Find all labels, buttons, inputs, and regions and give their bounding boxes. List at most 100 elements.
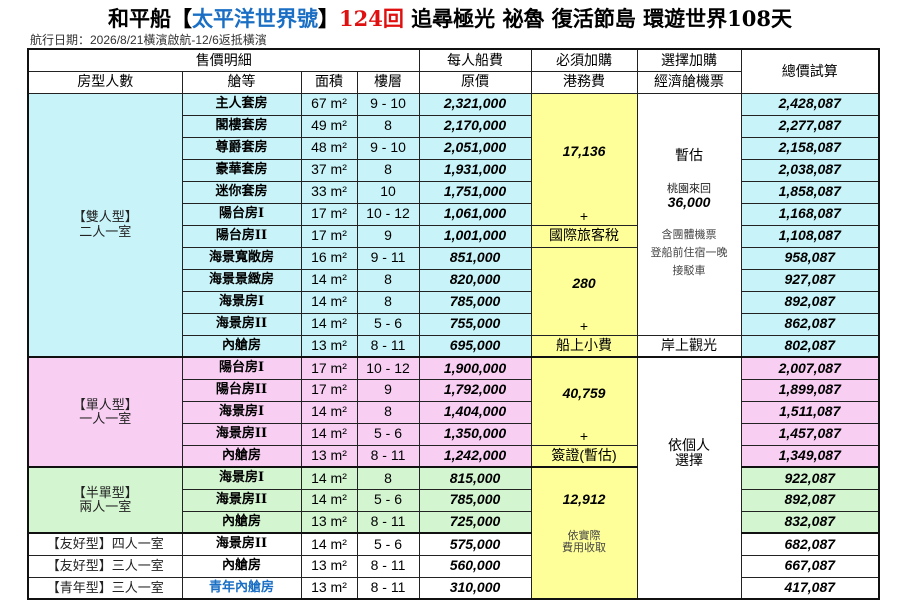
- group-label: 【半單型】: [72, 484, 138, 500]
- original-price: 560,000: [418, 554, 532, 578]
- total-price: 958,087: [740, 246, 880, 270]
- cabin-name: 閣樓套房: [181, 114, 302, 138]
- original-price: 1,931,000: [418, 158, 532, 182]
- table-row: 【友好型】三人一室 內艙房 13 m² 8 - 11 560,000 667,087: [27, 554, 880, 578]
- table-row: 閣樓套房 49 m² 8 2,170,000 2,277,087: [28, 114, 880, 138]
- total-price: 862,087: [740, 312, 880, 336]
- table-row: 海景房II 14 m² 5 - 6 1,350,000 1,457,087: [28, 422, 880, 446]
- cabin-floor: 9 - 10: [356, 92, 420, 116]
- cabin-name: 陽台房II: [181, 378, 302, 402]
- cabin-floor: 8 - 11: [356, 334, 420, 358]
- table-row: 內艙房 13 m² 8 - 11 725,000 832,087: [28, 510, 880, 534]
- voyage-number: 124回: [339, 6, 404, 31]
- cabin-name: 海景房I: [181, 290, 302, 314]
- cabin-area: 13 m²: [300, 510, 358, 534]
- header-room-type: 房型人數: [27, 70, 183, 94]
- cabin-floor: 8 - 11: [356, 444, 420, 468]
- header-area: 面積: [300, 70, 358, 94]
- total-price: 1,511,087: [740, 400, 880, 424]
- required-fee-cell: 40,759 +: [530, 356, 638, 446]
- cabin-area: 14 m²: [300, 532, 358, 556]
- plus-sign: +: [579, 428, 589, 445]
- cabin-floor: 8: [356, 114, 420, 138]
- header-total: 總價試算: [740, 48, 880, 94]
- shore-excursion-label: 岸上觀光: [636, 334, 742, 358]
- total-price: 802,087: [740, 334, 880, 358]
- cabin-floor: 8: [356, 158, 420, 182]
- original-price: 815,000: [418, 466, 532, 490]
- cabin-floor: 8: [356, 466, 420, 490]
- original-price: 725,000: [418, 510, 532, 534]
- table-row: 豪華套房 37 m² 8 1,931,000 2,038,087: [28, 158, 880, 182]
- original-price: 1,900,000: [418, 356, 532, 380]
- total-price: 667,087: [740, 554, 880, 578]
- table-row: 內艙房 13 m² 8 - 11 695,000 船上小費 岸上觀光 802,087: [28, 334, 880, 358]
- table-row: 【友好型】四人一室 海景房II 14 m² 5 - 6 575,000 682,087: [27, 532, 880, 556]
- total-price: 1,457,087: [740, 422, 880, 446]
- flight-inclusion: 接駁車: [672, 265, 706, 278]
- group-occupancy: 二人一室: [79, 223, 132, 239]
- cabin-area: 14 m²: [300, 488, 358, 512]
- cabin-floor: 5 - 6: [356, 422, 420, 446]
- cabin-area: 17 m²: [300, 202, 358, 226]
- total-price: 2,007,087: [740, 356, 880, 380]
- cabin-area: 17 m²: [300, 356, 358, 380]
- required-fee-cell: 17,136 +: [530, 92, 638, 226]
- required-fee-amount: 280: [572, 274, 596, 291]
- total-price: 1,108,087: [740, 224, 880, 248]
- cabin-area: 33 m²: [300, 180, 358, 204]
- total-price: 1,168,087: [740, 202, 880, 226]
- cabin-name: 海景房II: [181, 312, 302, 336]
- table-row: 海景房I 14 m² 8 785,000 892,087: [28, 290, 880, 314]
- table-row: 海景寬敞房 16 m² 9 - 11 851,000 280 +958,087: [28, 246, 880, 336]
- cabin-area: 14 m²: [300, 400, 358, 424]
- group-label: 【雙人型】: [72, 209, 138, 225]
- cabin-floor: 8: [356, 400, 420, 424]
- original-price: 1,404,000: [418, 400, 532, 424]
- total-price: 417,087: [740, 576, 880, 600]
- total-price: 832,087: [740, 510, 880, 534]
- header-flight: 經濟艙機票: [636, 70, 742, 94]
- original-price: 2,321,000: [418, 92, 532, 116]
- cabin-floor: 8: [356, 290, 420, 314]
- total-price: 682,087: [740, 532, 880, 556]
- flight-estimate: 暫估: [675, 146, 703, 163]
- visa-note: 費用收取: [562, 541, 606, 554]
- original-price: 1,751,000: [418, 180, 532, 204]
- table-row: 海景景緻房 14 m² 8 820,000 927,087: [28, 268, 880, 292]
- group-occupancy: 兩人一室: [79, 499, 132, 514]
- room-type-group: 【單人型】 一人一室: [27, 356, 183, 468]
- cabin-name: 內艙房: [181, 554, 302, 578]
- total-price: 2,277,087: [740, 114, 880, 138]
- plus-sign: +: [579, 208, 589, 225]
- original-price: 1,792,000: [418, 378, 532, 402]
- group-label: 【友好型】四人一室: [46, 536, 164, 552]
- cabin-area: 48 m²: [300, 136, 358, 160]
- total-price: 892,087: [740, 290, 880, 314]
- original-price: 755,000: [418, 312, 532, 336]
- cabin-name: 青年內艙房: [181, 576, 302, 600]
- group-occupancy: 一人一室: [79, 411, 132, 426]
- total-price: 2,038,087: [740, 158, 880, 182]
- cabin-area: 37 m²: [300, 158, 358, 182]
- cabin-name: 海景房I: [181, 400, 302, 424]
- room-type-group: 【青年型】三人一室: [27, 576, 183, 600]
- cabin-name: 主人套房: [181, 92, 302, 116]
- table-row: 海景房II 14 m² 5 - 6 755,000 862,087: [28, 312, 880, 336]
- original-price: 695,000: [418, 334, 532, 358]
- group-label: 【單人型】: [72, 396, 138, 412]
- header-required: 必須加購: [530, 48, 638, 72]
- cabin-area: 14 m²: [300, 422, 358, 446]
- cabin-name: 海景房I: [181, 466, 302, 490]
- cabin-name: 陽台房I: [181, 356, 302, 380]
- cabin-floor: 9 - 10: [356, 136, 420, 160]
- choice-text: 依個人: [668, 436, 710, 453]
- group-label: 【友好型】三人一室: [46, 557, 164, 573]
- choice-text: 選擇: [675, 452, 703, 468]
- original-price: 2,170,000: [418, 114, 532, 138]
- cabin-name: 陽台房I: [181, 202, 302, 226]
- shore-excursion-cell: 依個人 選擇: [636, 356, 742, 600]
- original-price: 851,000: [418, 246, 532, 270]
- cabin-floor: 10: [356, 180, 420, 204]
- cabin-floor: 8 - 11: [356, 576, 420, 600]
